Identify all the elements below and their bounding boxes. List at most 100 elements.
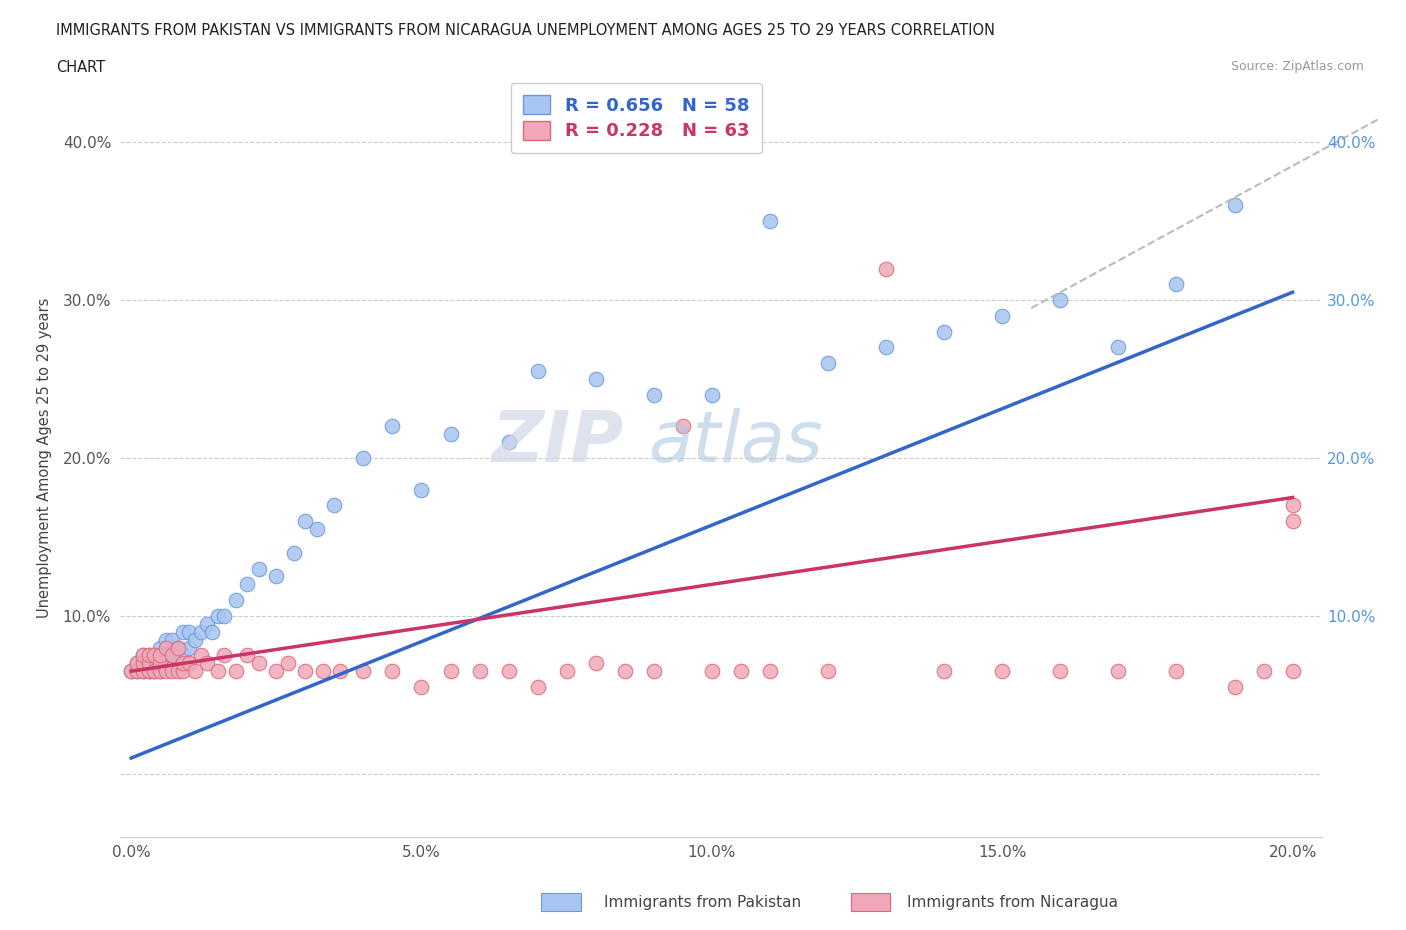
Point [172,664,194,679]
Point [143,648,166,663]
Text: atlas: atlas [648,408,823,477]
Point [143,664,166,679]
Point [125,664,148,679]
Point [283,545,305,560]
Point [166,656,188,671]
Point [207,664,229,679]
Point [352,451,374,466]
Point [190,648,212,663]
Text: ZIP: ZIP [492,408,624,477]
Point [160,648,183,663]
Point [143,656,166,671]
Point [201,624,224,639]
Point [991,664,1014,679]
Point [991,309,1014,324]
Point [934,325,956,339]
Point [613,664,636,679]
Point [294,513,316,528]
Point [381,664,404,679]
Point [149,656,172,671]
Point [305,522,328,537]
Point [166,664,188,679]
Point [277,656,299,671]
Point [184,632,207,647]
Point [439,664,461,679]
Point [132,648,155,663]
Point [149,640,172,655]
Point [1166,277,1188,292]
Point [526,364,548,379]
Point [468,664,491,679]
Point [160,632,183,647]
Point [585,372,607,387]
Point [1281,513,1303,528]
Point [247,561,270,576]
Text: Source: ZipAtlas.com: Source: ZipAtlas.com [1230,60,1364,73]
Point [934,664,956,679]
Point [155,656,177,671]
Point [125,656,148,671]
Point [179,656,201,671]
Point [179,624,201,639]
Point [138,656,160,671]
Point [212,648,235,663]
Point [160,648,183,663]
Point [312,664,335,679]
Point [411,680,433,695]
Point [329,664,352,679]
Point [143,664,166,679]
Point [184,664,207,679]
Point [294,664,316,679]
Point [138,656,160,671]
Point [149,664,172,679]
Point [236,577,259,591]
Point [1049,664,1071,679]
Point [132,656,155,671]
Point [381,419,404,434]
Point [225,664,247,679]
Point [266,569,288,584]
Point [166,640,188,655]
Point [172,656,194,671]
Point [1253,664,1275,679]
Point [555,664,578,679]
Point [138,648,160,663]
Legend: R = 0.656   N = 58, R = 0.228   N = 63: R = 0.656 N = 58, R = 0.228 N = 63 [510,83,762,153]
Point [875,340,897,355]
Point [643,664,665,679]
Point [759,214,782,229]
Point [149,664,172,679]
Point [323,498,346,512]
Point [672,419,695,434]
Point [155,648,177,663]
Point [143,648,166,663]
Point [132,648,155,663]
Point [498,664,520,679]
Point [138,664,160,679]
Point [155,664,177,679]
Point [195,617,218,631]
Point [138,664,160,679]
Point [236,648,259,663]
Point [172,624,194,639]
Point [1223,198,1246,213]
Point [160,664,183,679]
Point [132,656,155,671]
Point [1281,498,1303,512]
Point [1166,664,1188,679]
Point [875,261,897,276]
Point [225,592,247,607]
Point [212,608,235,623]
Point [1281,664,1303,679]
Point [155,640,177,655]
Point [179,640,201,655]
Point [439,427,461,442]
Point [149,648,172,663]
Point [1049,293,1071,308]
Point [498,435,520,450]
Point [138,648,160,663]
Point [132,664,155,679]
Point [125,664,148,679]
Point [759,664,782,679]
Point [190,624,212,639]
